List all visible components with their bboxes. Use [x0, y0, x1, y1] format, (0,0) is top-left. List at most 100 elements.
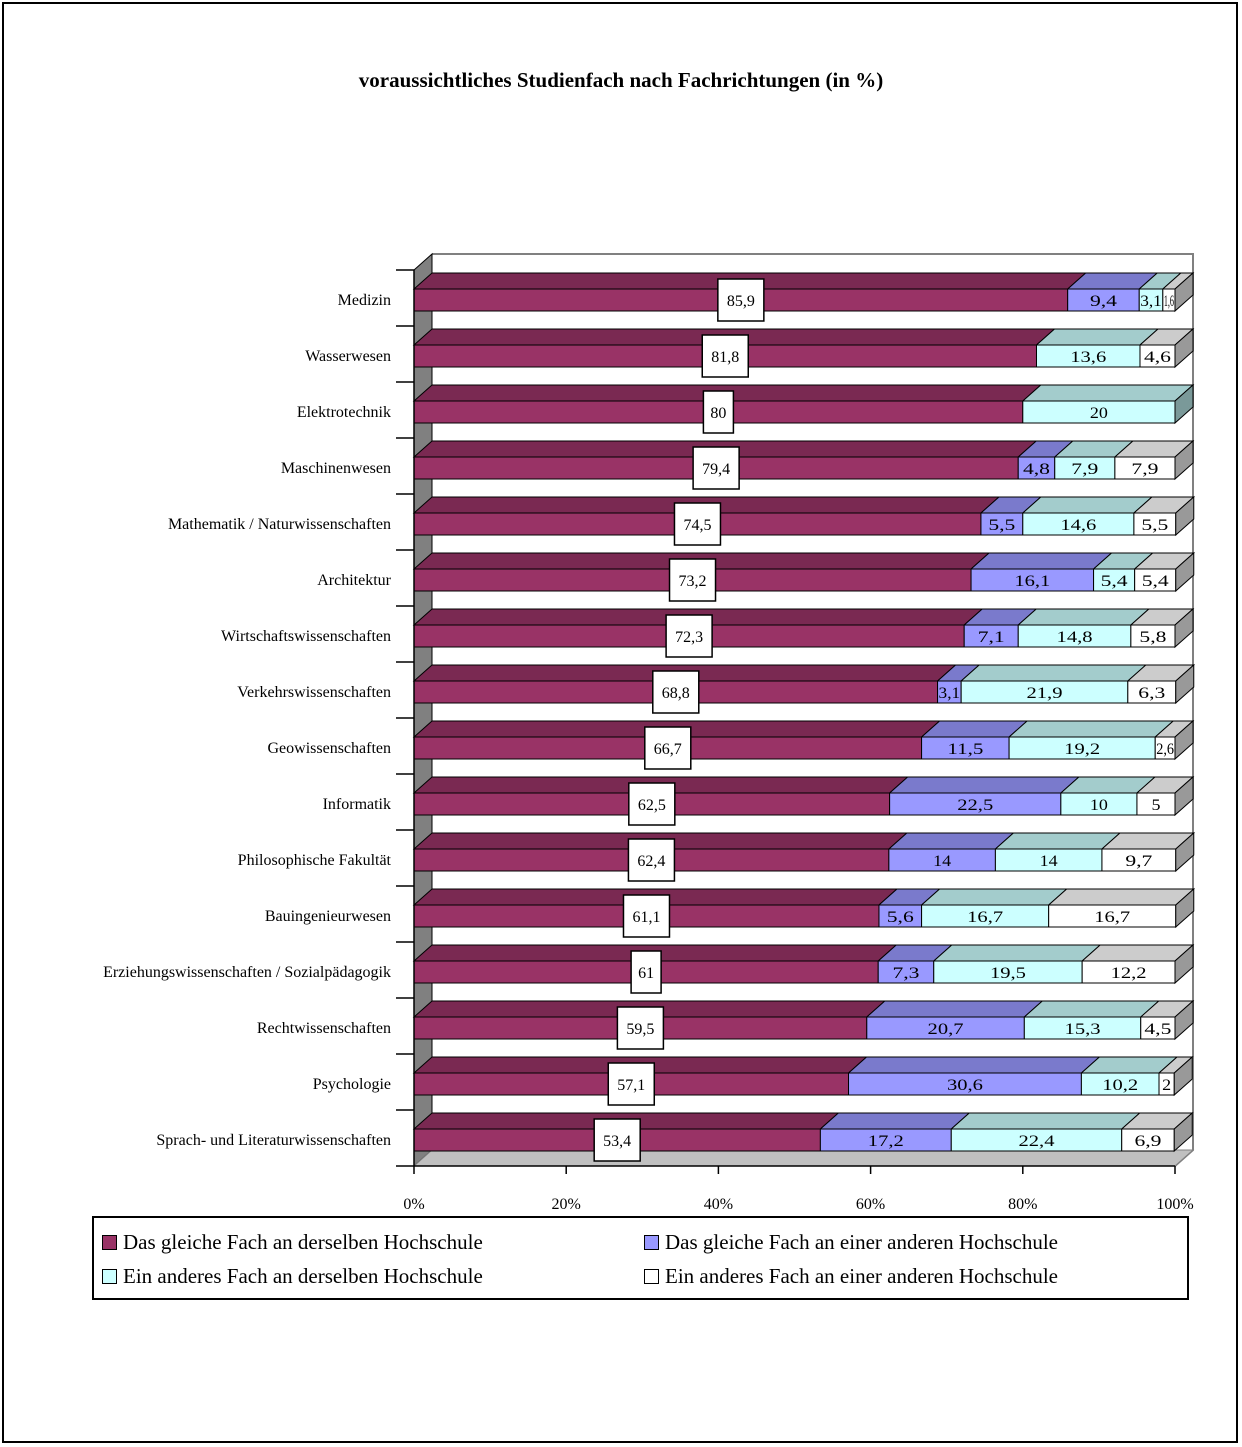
data-label: 74,5 [683, 517, 711, 534]
legend-item-same-subject-same-university: Das gleiche Fach an derselben Hochschule [102, 1230, 483, 1255]
data-label: 20 [1090, 405, 1108, 422]
bar-top-face [865, 1000, 1044, 1018]
data-label: 20,7 [928, 1021, 964, 1038]
data-label-box [692, 446, 740, 490]
legend-label: Das gleiche Fach an einer anderen Hochsc… [665, 1230, 1058, 1254]
bar-top-face [1021, 496, 1154, 514]
data-label: 6,3 [1138, 685, 1165, 702]
bar-top-face [932, 944, 1102, 962]
data-label: 72,3 [675, 629, 703, 646]
data-label: 10,2 [1102, 1077, 1138, 1094]
bar-top-face [1035, 328, 1160, 346]
legend-item-other-subject-same-university: Ein anderes Fach an derselben Hochschule [102, 1264, 483, 1289]
data-label: 14 [933, 853, 951, 870]
data-label: 5,5 [1141, 517, 1168, 534]
data-label: 5,4 [1101, 573, 1128, 590]
legend: Das gleiche Fach an derselben Hochschule… [92, 1216, 1189, 1300]
bar-end-face [1175, 663, 1195, 705]
x-tick-label: 20% [552, 1196, 581, 1213]
data-label-box [673, 502, 722, 546]
data-label: 30,6 [947, 1077, 983, 1094]
bar-top-face [994, 832, 1122, 850]
legend-swatch [644, 1269, 659, 1284]
legend-label: Ein anderes Fach an derselben Hochschule [123, 1264, 483, 1288]
data-label-box [627, 838, 676, 882]
data-label: 5,5 [988, 517, 1015, 534]
data-label-box [628, 782, 676, 826]
data-label: 7,1 [978, 629, 1005, 646]
data-label: 3,1 [939, 685, 961, 702]
data-label: 19,2 [1064, 741, 1100, 758]
bar-end-face [1174, 999, 1194, 1041]
category-label: Verkehrswissenschaften [237, 684, 391, 701]
data-label: 9,7 [1125, 853, 1152, 870]
bar-top-face [847, 1056, 1101, 1074]
category-label: Wirtschaftswissenschaften [221, 628, 391, 645]
data-label: 7,9 [1131, 461, 1158, 478]
data-label: 6,9 [1134, 1133, 1161, 1150]
data-label: 4,6 [1144, 349, 1171, 366]
data-label: 7,9 [1071, 461, 1098, 478]
data-label: 4,8 [1023, 461, 1050, 478]
x-tick-label: 60% [856, 1196, 885, 1213]
bar-end-face [1174, 327, 1194, 369]
bar-end-face [1173, 1111, 1193, 1153]
data-label: 3,1 [1140, 293, 1162, 310]
bar-end-face [1174, 439, 1194, 481]
bar-top-face [959, 664, 1148, 682]
data-label: 5 [1151, 797, 1160, 814]
category-label: Erziehungswissenschaften / Sozialpädagog… [103, 964, 391, 981]
data-label: 68,8 [662, 685, 690, 702]
data-label: 80 [710, 405, 726, 422]
data-label: 16,7 [1094, 909, 1130, 926]
data-label: 19,5 [990, 965, 1026, 982]
x-tick-label: 40% [704, 1196, 733, 1213]
data-label: 17,2 [868, 1133, 904, 1150]
bar-top-face [1047, 888, 1196, 906]
data-label: 66,7 [654, 741, 682, 758]
bar-end-face [1175, 887, 1195, 929]
data-label: 62,5 [638, 797, 666, 814]
bar-end-face [1174, 607, 1194, 649]
bar-end-face [1174, 775, 1194, 817]
data-label: 59,5 [626, 1021, 654, 1038]
data-label: 9,4 [1090, 293, 1117, 310]
data-label: 14 [1040, 853, 1058, 870]
legend-swatch [644, 1235, 659, 1250]
category-label: Wasserwesen [305, 348, 391, 365]
data-label: 1,6 [1164, 293, 1174, 310]
category-label: Philosophische Fakultät [238, 852, 392, 869]
bar-top-face [1007, 720, 1175, 738]
data-label: 16,1 [1014, 573, 1050, 590]
data-label: 2,6 [1156, 741, 1174, 758]
category-label: Mathematik / Naturwissenschaften [168, 516, 391, 533]
bar-top-face [887, 832, 1015, 850]
bar-top-face [969, 552, 1113, 570]
category-label: Psychologie [313, 1076, 391, 1093]
x-tick-label: 80% [1008, 1196, 1037, 1213]
category-label: Geowissenschaften [267, 740, 391, 757]
data-label: 21,9 [1026, 685, 1062, 702]
data-label: 81,8 [711, 349, 739, 366]
bar-top-face [888, 776, 1081, 794]
category-label: Informatik [323, 796, 391, 813]
bar-end-face [1173, 1055, 1193, 1097]
data-label: 73,2 [679, 573, 707, 590]
bar-top-face [1023, 1000, 1161, 1018]
category-label: Medizin [338, 292, 391, 309]
category-label: Bauingenieurwesen [265, 908, 391, 925]
data-label: 14,8 [1057, 629, 1093, 646]
legend-swatch [102, 1235, 117, 1250]
bar-top-face [920, 888, 1068, 906]
data-label-box [630, 950, 662, 994]
data-label: 61 [638, 965, 654, 982]
data-label: 85,9 [727, 293, 755, 310]
data-label: 57,1 [617, 1077, 645, 1094]
data-label: 15,3 [1065, 1021, 1101, 1038]
bar-top-face [1021, 384, 1195, 402]
data-label: 5,4 [1142, 573, 1169, 590]
legend-swatch [102, 1269, 117, 1284]
data-label-box [668, 558, 717, 602]
bar-top-face [1080, 944, 1195, 962]
